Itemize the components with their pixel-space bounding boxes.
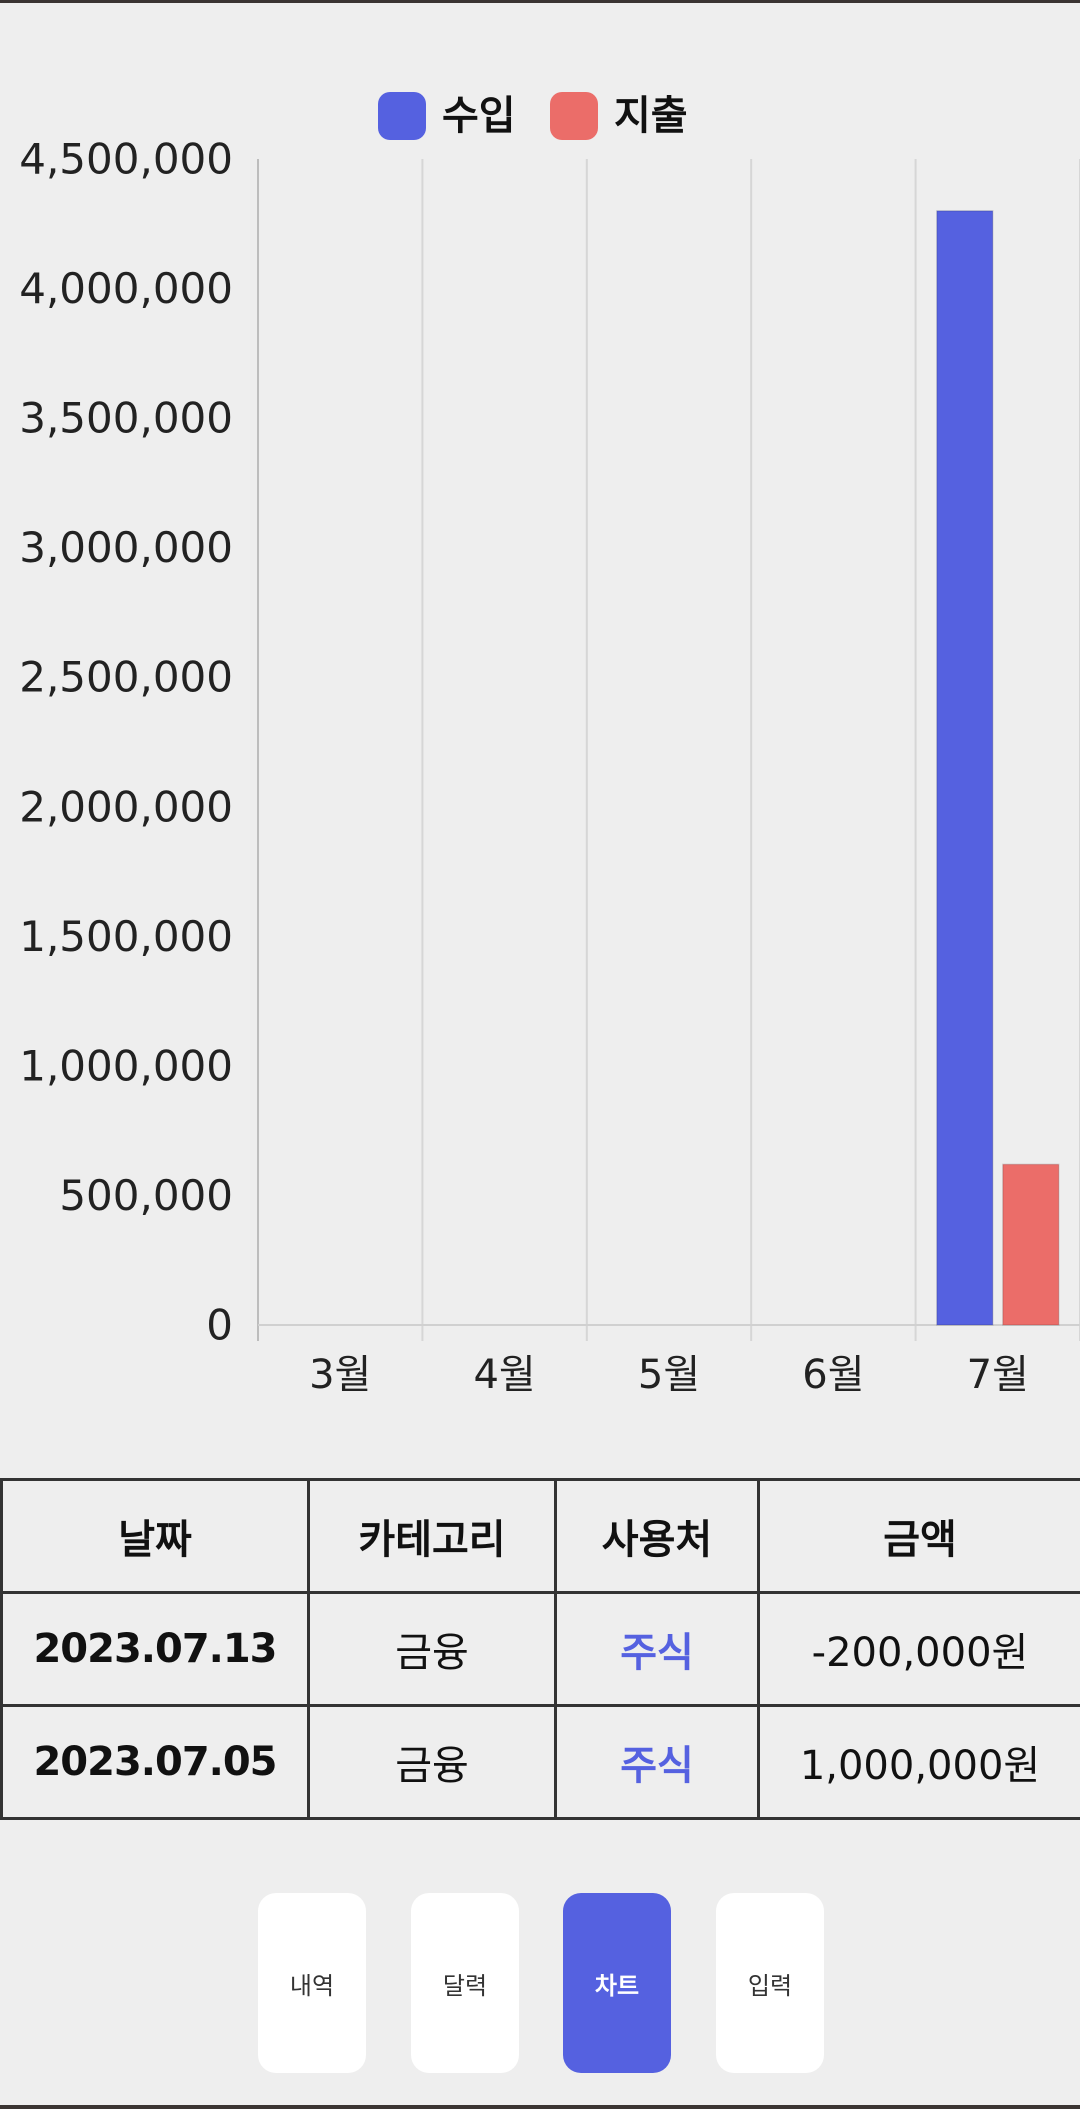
nav-calendar-button[interactable]: 달력 xyxy=(411,1893,519,2073)
y-tick-label: 4,000,000 xyxy=(19,264,233,313)
cell-date: 2023.07.13 xyxy=(0,1591,310,1707)
y-tick-label: 1,500,000 xyxy=(19,912,233,961)
cell-date: 2023.07.05 xyxy=(0,1704,310,1820)
table-header-row: 날짜 카테고리 사용처 금액 xyxy=(0,1478,1080,1594)
header-amount: 금액 xyxy=(757,1478,1080,1594)
transaction-table: 날짜 카테고리 사용처 금액 2023.07.13 금융 주식 -200,000… xyxy=(0,1478,1080,1820)
x-tick-label: 5월 xyxy=(638,1352,700,1398)
y-tick-label: 1,000,000 xyxy=(19,1041,233,1090)
y-tick-label: 0 xyxy=(206,1301,233,1350)
legend-label-expense: 지출 xyxy=(614,93,688,139)
cell-place: 주식 xyxy=(554,1591,760,1707)
top-border xyxy=(0,0,1080,3)
table-row[interactable]: 2023.07.05 금융 주식 1,000,000원 xyxy=(0,1704,1080,1820)
header-place: 사용처 xyxy=(554,1478,760,1594)
cell-category: 금융 xyxy=(307,1704,557,1820)
bar-income xyxy=(936,210,994,1326)
legend-swatch-expense xyxy=(550,92,598,140)
bottom-navigation: 내역 달력 차트 입력 xyxy=(0,1893,1080,2073)
legend-label-income: 수입 xyxy=(442,93,516,139)
y-tick-label: 4,500,000 xyxy=(19,135,233,184)
cell-category: 금융 xyxy=(307,1591,557,1707)
cell-amount: 1,000,000원 xyxy=(757,1704,1080,1820)
bar-expense xyxy=(1002,1163,1060,1326)
bottom-border xyxy=(0,2105,1080,2109)
cell-amount: -200,000원 xyxy=(757,1591,1080,1707)
y-tick-label: 3,000,000 xyxy=(19,523,233,572)
table-row[interactable]: 2023.07.13 금융 주식 -200,000원 xyxy=(0,1591,1080,1707)
y-tick-label: 2,000,000 xyxy=(19,782,233,831)
x-tick-label: 7월 xyxy=(967,1352,1029,1398)
x-tick-label: 3월 xyxy=(309,1352,371,1398)
y-tick-label: 2,500,000 xyxy=(19,653,233,702)
header-date: 날짜 xyxy=(0,1478,310,1594)
monthly-income-expense-chart: 0 500,000 1,000,000 1,500,000 2,000,000 2,500… xyxy=(19,92,1080,1398)
y-tick-label: 500,000 xyxy=(59,1171,233,1220)
legend-swatch-income xyxy=(378,92,426,140)
header-category: 카테고리 xyxy=(307,1478,557,1594)
x-tick-label: 6월 xyxy=(802,1352,864,1398)
nav-history-button[interactable]: 내역 xyxy=(258,1893,366,2073)
y-tick-label: 3,500,000 xyxy=(19,394,233,443)
x-tick-label: 4월 xyxy=(473,1352,535,1398)
nav-chart-button[interactable]: 차트 xyxy=(563,1893,671,2073)
nav-input-button[interactable]: 입력 xyxy=(716,1893,824,2073)
cell-place: 주식 xyxy=(554,1704,760,1820)
transaction-table-container: 날짜 카테고리 사용처 금액 2023.07.13 금융 주식 -200,000… xyxy=(0,1478,1080,1820)
